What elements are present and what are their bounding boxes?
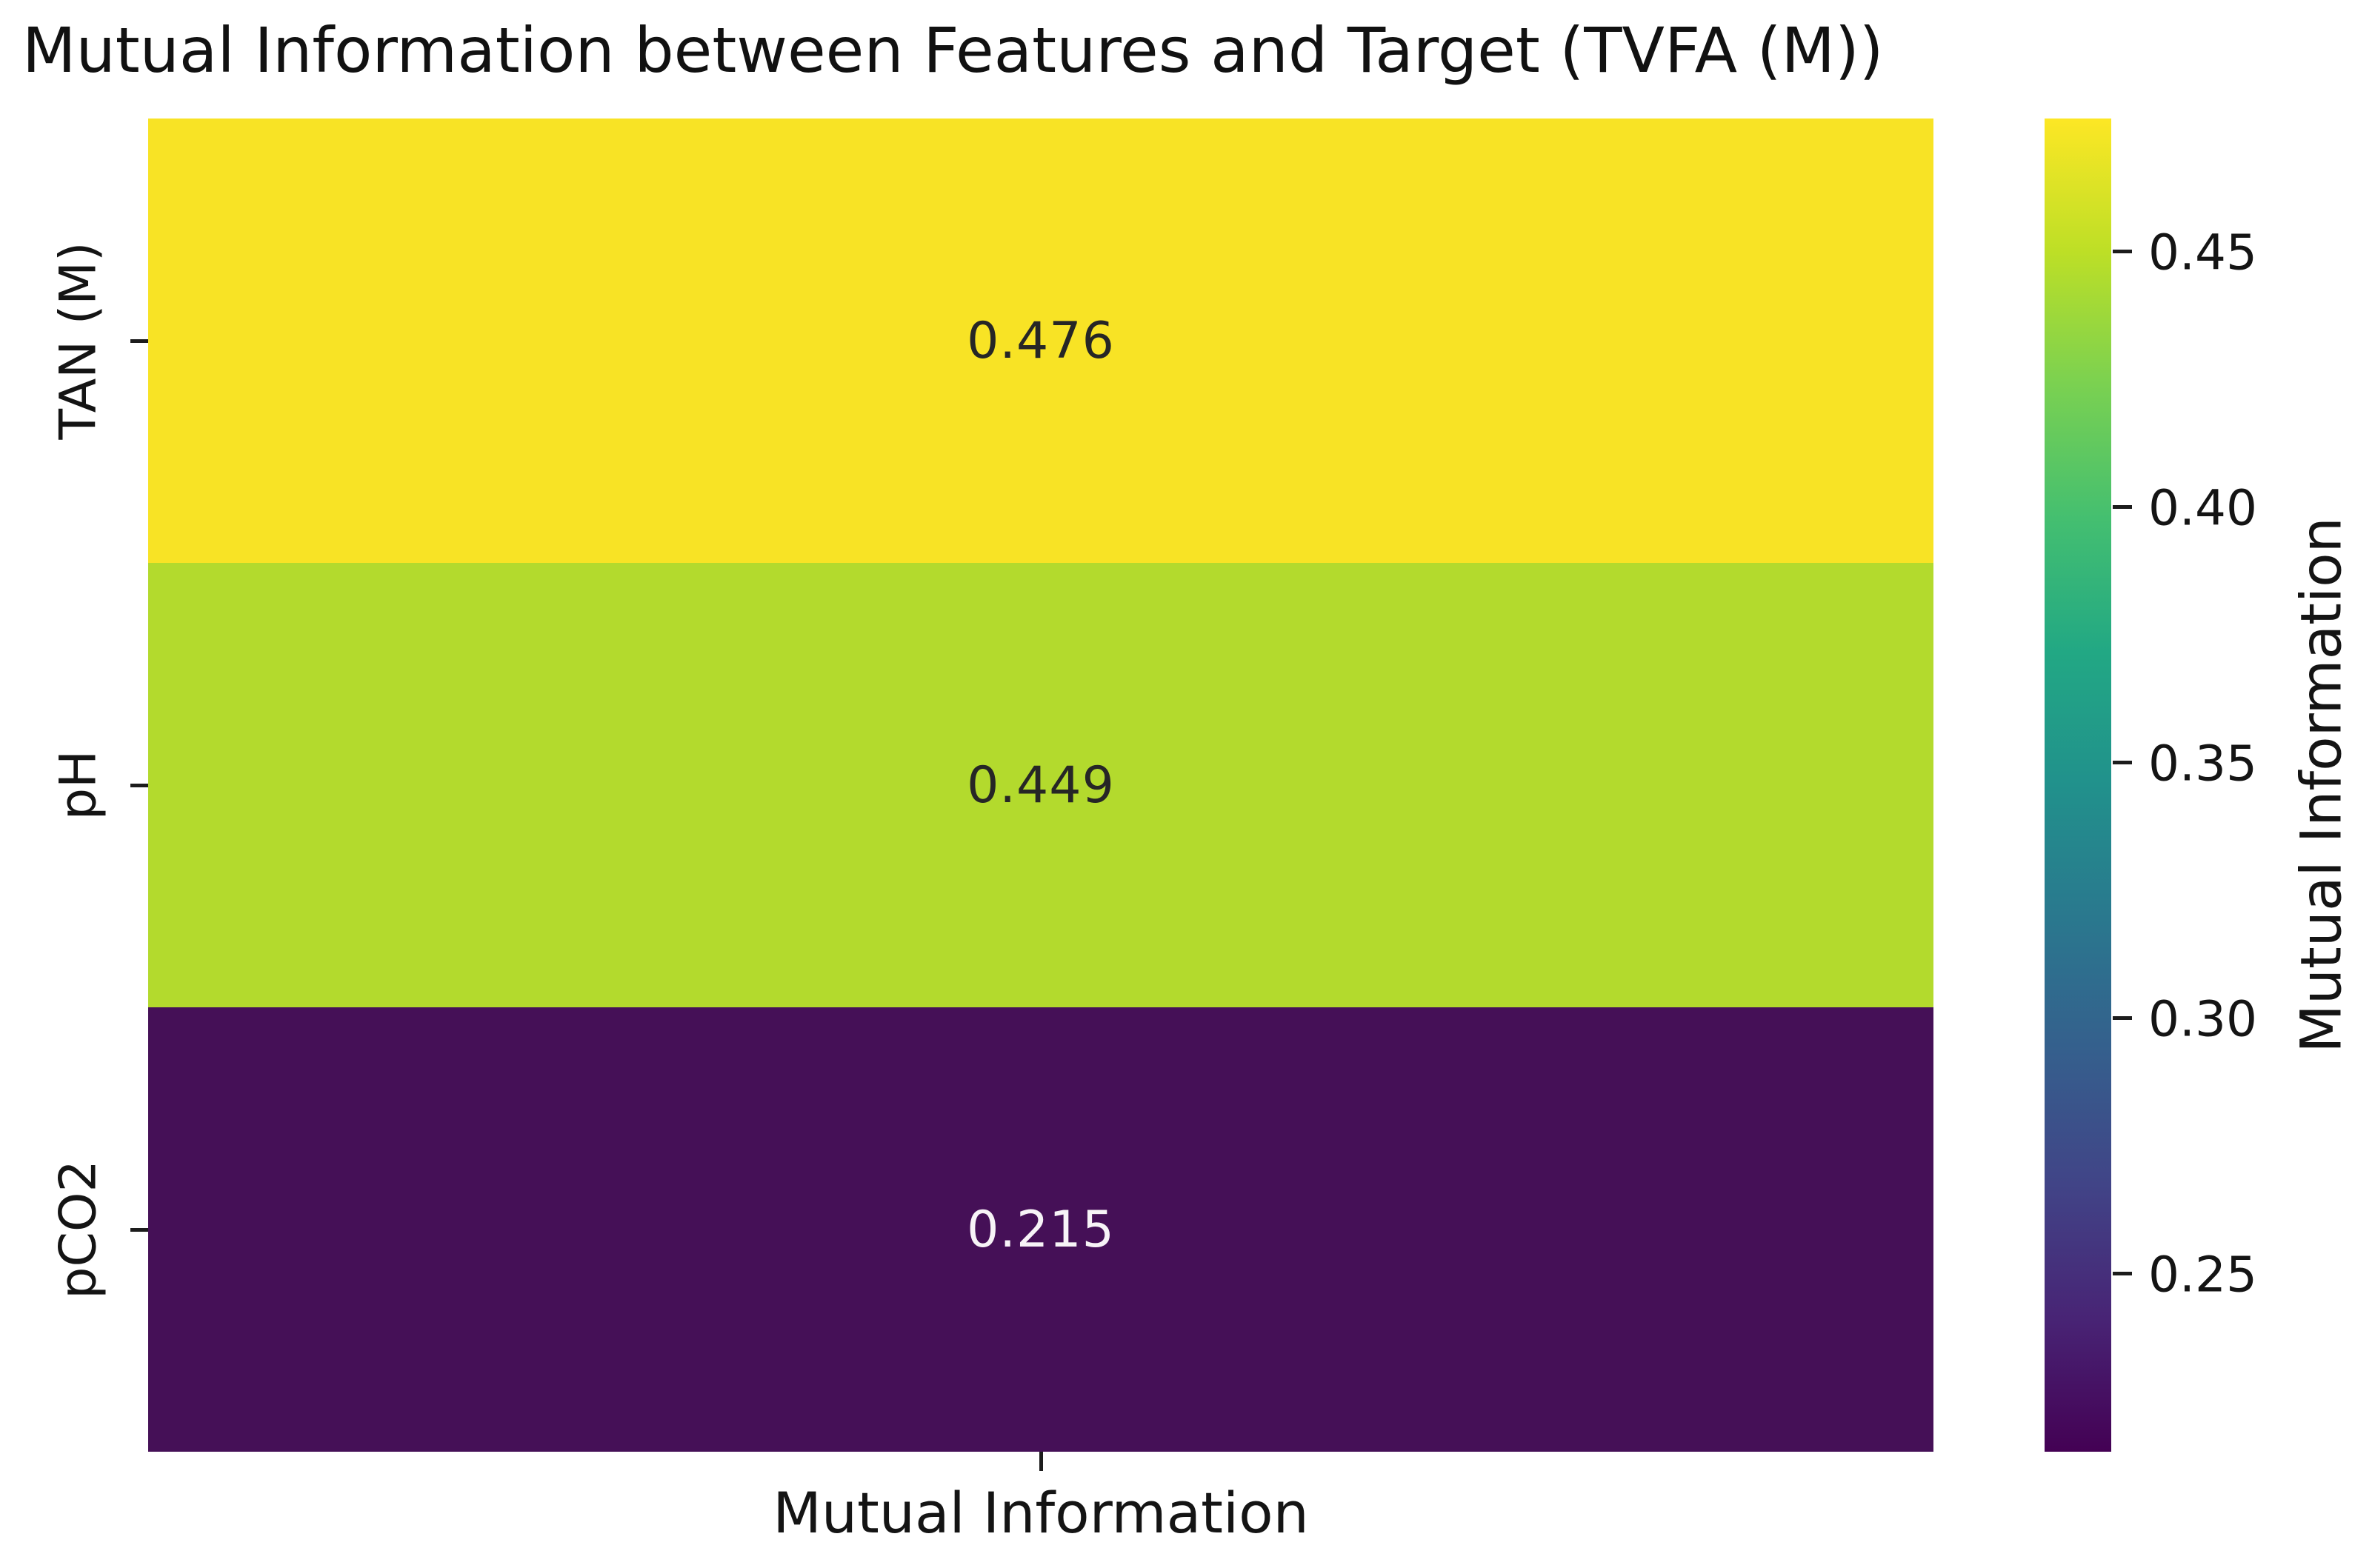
y-axis-tick-tan	[130, 339, 148, 343]
colorbar-ticklabel-025: 0.25	[2148, 1246, 2257, 1304]
y-axis-label-ph: pH	[49, 750, 108, 821]
colorbar-ticklabel-040: 0.40	[2148, 479, 2257, 537]
colorbar-tick-030	[2113, 1016, 2132, 1020]
y-axis-label-pco2: pCO2	[49, 1160, 108, 1299]
y-axis-tick-ph	[130, 784, 148, 787]
colorbar-tick-025	[2113, 1272, 2132, 1275]
chart-title: Mutual Information between Features and …	[22, 14, 1884, 87]
cell-value-ph: 0.449	[967, 755, 1115, 815]
heatmap-plot-area: 0.476 0.449 0.215	[148, 119, 1933, 1452]
y-axis-label-tan: TAN (M)	[49, 241, 108, 440]
x-axis-label: Mutual Information	[773, 1480, 1309, 1546]
colorbar-axis-label: Mutual Information	[2288, 517, 2354, 1053]
y-axis-tick-pco2	[130, 1228, 148, 1232]
colorbar-tick-040	[2113, 505, 2132, 509]
heatmap-cell-ph: 0.449	[148, 563, 1933, 1007]
heatmap-cell-tan: 0.476	[148, 119, 1933, 563]
colorbar-ticklabel-045: 0.45	[2148, 224, 2257, 281]
x-axis-tick	[1039, 1452, 1043, 1471]
cell-value-tan: 0.476	[967, 311, 1115, 370]
colorbar-ticklabel-035: 0.35	[2148, 735, 2257, 793]
colorbar-gradient	[2045, 119, 2111, 1452]
colorbar-tick-035	[2113, 761, 2132, 764]
cell-value-pco2: 0.215	[967, 1200, 1115, 1259]
colorbar-tick-045	[2113, 250, 2132, 253]
heatmap-cell-pco2: 0.215	[148, 1007, 1933, 1452]
colorbar-ticklabel-030: 0.30	[2148, 990, 2257, 1048]
